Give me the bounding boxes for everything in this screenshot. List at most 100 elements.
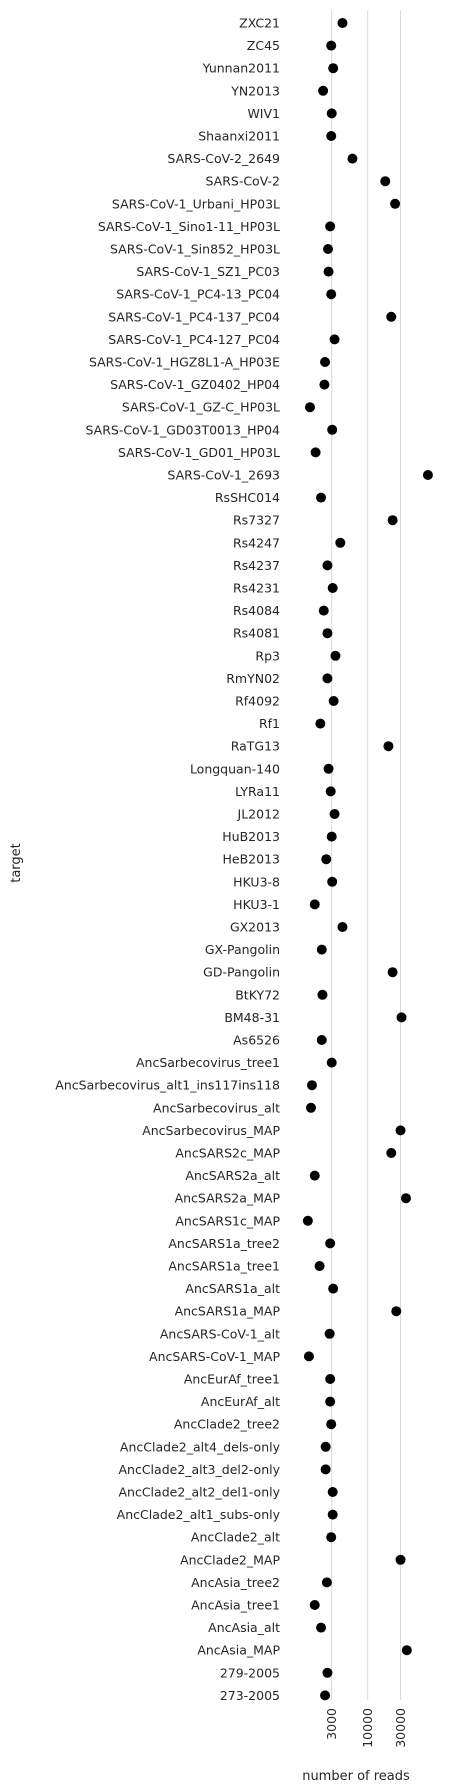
y-tick-label: SARS-CoV-1_Sin852_HP03L [110,242,280,257]
data-point [327,583,338,593]
data-point [329,334,340,345]
y-tick-label: SARS-CoV-1_SZ1_PC03 [136,264,280,279]
y-tick-label: GD-Pangolin [203,965,280,980]
data-point [401,1645,412,1656]
data-point [386,311,397,322]
data-point [326,40,337,51]
data-point [314,1261,325,1271]
data-point [315,718,326,729]
y-tick-label: AncSARS-CoV-1_alt [160,1326,280,1341]
data-point [309,1600,320,1610]
y-tick-label: AncClade2_tree2 [174,1417,280,1432]
data-point [390,198,401,209]
y-tick-label: SARS-CoV-1_Sino1-11_HP03L [98,219,280,234]
data-point [327,424,338,435]
data-point [318,605,329,616]
y-tick-label: Rs7327 [233,513,280,528]
y-tick-label: SARS-CoV-1_HGZ8L1-A_HP03E [89,355,280,370]
data-point [383,741,394,752]
data-point [309,1170,320,1181]
y-tick-label: AncAsia_tree2 [191,1575,280,1590]
y-tick-label: AncClade2_alt2_del1-only [118,1485,280,1500]
data-point [316,944,327,955]
data-point [304,402,315,413]
data-point [320,1464,331,1475]
y-tick-label: AncClade2_alt3_del2-only [118,1462,280,1477]
y-tick-label: LYRa11 [235,784,280,799]
x-tick-label: 10000 [360,1708,375,1748]
y-tick-label: AncAsia_alt [208,1620,280,1635]
data-point [322,673,333,684]
y-tick-label: HuB2013 [222,829,280,844]
y-tick-label: AncSARS2a_alt [185,1168,280,1183]
y-tick-label: As6526 [233,1033,280,1048]
data-point [320,357,331,367]
y-tick-label: SARS-CoV-2_2649 [167,151,280,166]
data-point [391,1306,402,1317]
data-point [309,899,320,910]
y-tick-label: AncSARS1a_alt [185,1281,280,1296]
data-point [324,1328,335,1339]
data-point [326,108,337,119]
data-point [422,470,433,480]
data-point [305,1102,316,1113]
data-point [396,1012,407,1023]
y-tick-label: AncSARS1a_tree1 [168,1259,280,1274]
data-point [325,221,336,232]
y-tick-label: AncSarbecovirus_alt [153,1100,280,1115]
y-tick-label: ZC45 [247,38,280,53]
y-tick-label: AncSARS2a_MAP [175,1191,281,1206]
y-tick-label: Rs4231 [233,581,280,596]
y-tick-label: Rs4084 [233,603,280,618]
data-point [400,1193,411,1204]
y-tick-label: RmYN02 [226,671,280,686]
data-points [302,18,433,1701]
data-point [306,1080,317,1091]
data-point [326,1419,337,1430]
y-tick-label: SARS-CoV-1_PC4-137_PC04 [108,309,280,324]
data-point [327,1487,338,1497]
data-point [321,854,332,865]
x-tick-label: 30000 [393,1708,408,1748]
y-tick-label: AncClade2_alt1_subs-only [117,1507,281,1522]
data-point [387,967,398,978]
data-point [326,1057,337,1068]
y-tick-label: AncSarbecovirus_tree1 [136,1055,280,1070]
y-tick-label: AncClade2_alt [191,1530,280,1545]
y-tick-label: AncClade2_alt4_dels-only [120,1439,281,1454]
y-tick-labels: ZXC21 ZC45 Yunnan2011 YN2013 WIV1 Shaanxi2011… [55,16,280,1703]
data-point [330,650,341,661]
y-tick-label: RsSHC014 [215,490,280,505]
y-tick-label: AncSarbecovirus_alt1_ins117ins118 [55,1078,280,1093]
data-point [320,1690,331,1701]
y-tick-label: AncAsia_tree1 [191,1598,280,1613]
y-tick-label: AncEurAf_tree1 [184,1372,280,1387]
y-axis-title: target [9,843,24,883]
data-point [347,153,358,164]
grid [331,10,402,1700]
y-tick-label: SARS-CoV-1_2693 [167,468,280,483]
y-tick-label: BtKY72 [235,987,280,1002]
y-tick-label: SARS-CoV-1_GD01_HP03L [118,445,280,460]
y-tick-label: SARS-CoV-2 [205,174,280,189]
x-tick-label: 3000 [324,1708,339,1740]
data-point [328,1283,339,1294]
y-tick-label: 273-2005 [220,1688,280,1703]
data-point [335,537,346,548]
y-tick-label: AncEurAf_alt [201,1394,280,1409]
y-tick-label: RaTG13 [231,739,280,754]
y-tick-label: YN2013 [230,83,280,98]
y-tick-label: SARS-CoV-1_GZ0402_HP04 [110,377,280,392]
data-point [320,1441,331,1452]
y-tick-label: AncSARS1a_tree2 [168,1236,280,1251]
y-tick-label: GX-Pangolin [205,942,280,957]
y-tick-label: AncSARS1a_MAP [175,1304,281,1319]
data-point [323,763,334,774]
y-tick-label: SARS-CoV-1_GZ-C_HP03L [122,400,280,415]
y-tick-label: AncClade2_MAP [180,1552,280,1567]
data-point [329,809,340,819]
y-tick-label: SARS-CoV-1_PC4-127_PC04 [108,332,280,347]
data-point [317,989,328,1000]
data-point [325,1396,336,1407]
y-tick-label: AncSARS-CoV-1_MAP [149,1349,280,1364]
